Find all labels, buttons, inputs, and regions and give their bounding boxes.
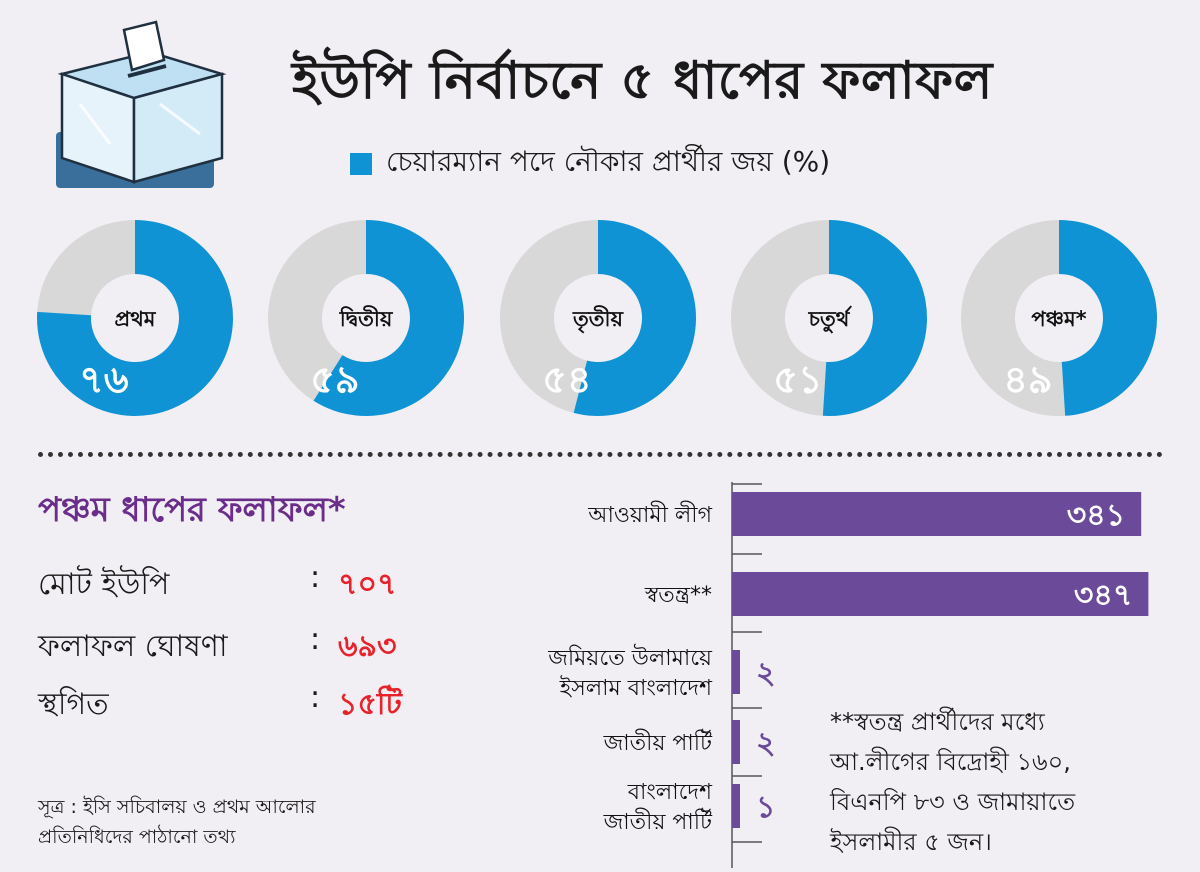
chart-legend: চেয়ারম্যান পদে নৌকার প্রার্থীর জয় (%)	[350, 140, 830, 187]
footnote-line: **স্বতন্ত্র প্রার্থীদের মধ্যে	[830, 708, 1045, 736]
donut-phase-label: পঞ্চম*	[1031, 307, 1086, 331]
donut-chart: প্রথম ৭৬	[37, 220, 234, 416]
summary-label: স্থগিত	[38, 687, 109, 722]
donut-value-label: ৪৯	[1003, 358, 1052, 402]
source-line: প্রতিনিধিদের পাঠানো তথ্য	[38, 826, 236, 848]
ballot-box-icon	[56, 20, 227, 188]
bar-value-label: ১	[756, 790, 775, 825]
summary-value: ১৫টি	[338, 687, 402, 722]
bar	[732, 572, 1149, 616]
donut-win-slice	[573, 220, 697, 416]
summary-row-declared: ফলাফল ঘোষণা : ৬৯৩	[38, 622, 438, 666]
donut-chart: দ্বিতীয় ৫৯	[268, 220, 465, 416]
summary-heading: পঞ্চম ধাপের ফলাফল*	[38, 490, 346, 530]
bar-value-label: ৩৪১	[1067, 498, 1125, 533]
donut-value-label: ৫৯	[310, 358, 359, 402]
donut-win-slice	[313, 220, 465, 416]
donut-win-slice	[822, 220, 927, 416]
page-title: ইউপি নির্বাচনে ৫ ধাপের ফলাফল	[292, 51, 993, 111]
summary-row-suspended: স্থগিত : ১৫টি	[38, 680, 438, 724]
bar-category-label: বাংলাদেশ	[627, 780, 713, 805]
donut-value-label: ৭৬	[79, 358, 129, 402]
party-bar-chart: ৩৪১ আওয়ামী লীগ ৩৪৭ স্বতন্ত্র** ২ জমিয়তে উলা…	[547, 482, 1149, 868]
bar-category-label: জমিয়তে উলামায়ে	[547, 644, 713, 671]
donut-value-label: ৫১	[773, 358, 822, 402]
footnote-line: বিএনপি ৮৩ ও জামায়াতে	[830, 788, 1076, 816]
donut-rest-slice	[37, 220, 135, 316]
donut-phase-label: প্রথম	[115, 307, 157, 331]
donut-chart: পঞ্চম* ৪৯	[961, 220, 1158, 416]
legend-label: চেয়ারম্যান পদে নৌকার প্রার্থীর জয় (%)	[386, 145, 831, 178]
summary-label: ফলাফল ঘোষণা	[38, 629, 228, 664]
summary-colon: :	[310, 680, 321, 715]
bar	[732, 784, 740, 828]
legend-swatch-icon	[350, 152, 372, 175]
donut-phase-label: দ্বিতীয়	[339, 305, 394, 331]
donut-phase-label: তৃতীয়	[572, 305, 625, 334]
bar-category-label: ইসলাম বাংলাদেশ	[559, 675, 713, 701]
bar-category-label: জাতীয় পার্টি	[603, 729, 713, 756]
source-line: সূত্র : ইসি সচিবালয় ও প্রথম আলোর	[38, 796, 316, 818]
bar-value-label: ২	[756, 656, 776, 691]
summary-row-total: মোট ইউপি : ৭০৭	[38, 560, 438, 604]
bar	[732, 492, 1142, 536]
footnote-line: আ.লীগের বিদ্রোহী ১৬০,	[830, 748, 1071, 776]
donut-rest-slice	[268, 220, 366, 401]
bar-category-label: স্বতন্ত্র**	[644, 583, 712, 608]
summary-value: ৬৯৩	[338, 629, 397, 664]
donut-win-slice	[1059, 220, 1158, 416]
summary-colon: :	[310, 560, 321, 595]
footnote-line: ইসলামীর ৫ জন।	[830, 828, 992, 856]
donut-chart-row: প্রথম ৭৬ দ্বিতীয় ৫৯ তৃতীয় ৫৪ চতুর্থ ৫১ পঞ্চম* ৪…	[37, 220, 1158, 416]
source-note: সূত্র : ইসি সচিবালয় ও প্রথম আলোর প্রতিন…	[38, 792, 316, 852]
bar-category-label: জাতীয় পার্টি	[603, 808, 713, 835]
bar-value-label: ৩৪৭	[1074, 578, 1132, 613]
summary-label: মোট ইউপি	[38, 567, 170, 602]
independent-footnote: **স্বতন্ত্র প্রার্থীদের মধ্যে আ.লীগের বি…	[830, 702, 1075, 862]
bar-value-label: ২	[756, 726, 776, 761]
donut-rest-slice	[961, 220, 1066, 416]
donut-value-label: ৫৪	[542, 358, 591, 402]
donut-win-slice	[37, 220, 234, 416]
donut-rest-slice	[500, 220, 598, 413]
donut-rest-slice	[730, 220, 829, 416]
bar-category-label: আওয়ামী লীগ	[587, 501, 712, 528]
donut-chart: তৃতীয় ৫৪	[500, 220, 697, 416]
summary-value: ৭০৭	[338, 567, 397, 602]
bar	[732, 720, 740, 764]
dotted-divider	[38, 452, 1163, 457]
donut-chart: চতুর্থ ৫১	[730, 220, 927, 416]
summary-colon: :	[310, 622, 321, 657]
donut-phase-label: চতুর্থ	[808, 305, 853, 333]
bar	[732, 650, 740, 694]
